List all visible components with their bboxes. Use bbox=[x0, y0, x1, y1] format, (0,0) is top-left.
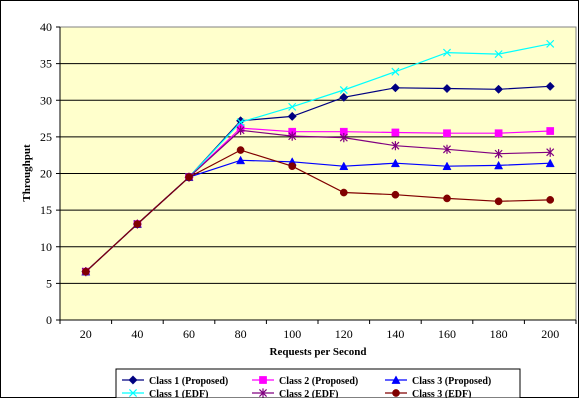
data-point bbox=[287, 111, 297, 121]
data-point bbox=[288, 102, 297, 111]
x-tick-label: 120 bbox=[335, 327, 353, 341]
data-point bbox=[494, 160, 504, 170]
data-point bbox=[546, 147, 555, 157]
data-point bbox=[442, 161, 452, 171]
data-point bbox=[339, 92, 349, 102]
data-point bbox=[391, 190, 400, 199]
data-point bbox=[236, 118, 245, 127]
legend-swatch-marker bbox=[259, 376, 267, 384]
data-point bbox=[442, 48, 452, 57]
data-point bbox=[236, 155, 246, 165]
legend-item: Class 1 (Proposed) bbox=[122, 375, 228, 387]
data-point bbox=[236, 125, 245, 135]
data-point bbox=[339, 188, 348, 197]
x-tick-label: 140 bbox=[386, 327, 404, 341]
data-point bbox=[236, 146, 245, 154]
legend-item: Class 3 (EDF) bbox=[385, 389, 471, 398]
legend: Class 1 (Proposed) Class 2 (Proposed) Clas… bbox=[115, 368, 521, 398]
legend-box bbox=[115, 368, 521, 398]
y-tick-label: 0 bbox=[46, 313, 52, 327]
y-tick-label: 30 bbox=[40, 93, 52, 107]
y-tick-label: 25 bbox=[40, 130, 52, 144]
y-tick-label: 15 bbox=[40, 203, 52, 217]
series-layer bbox=[81, 39, 555, 277]
data-point bbox=[494, 129, 503, 138]
legend-item: Class 3 (Proposed) bbox=[385, 375, 491, 387]
data-point bbox=[390, 83, 400, 93]
data-point bbox=[546, 196, 555, 204]
legend-swatch-marker bbox=[391, 375, 401, 384]
data-point bbox=[339, 133, 348, 143]
x-tick-label: 160 bbox=[438, 327, 456, 341]
legend-swatch-marker bbox=[128, 375, 138, 385]
y-tick-label: 20 bbox=[40, 167, 52, 181]
x-tick-label: 200 bbox=[541, 327, 559, 341]
x-axis-title: Requests per Second bbox=[270, 346, 367, 358]
data-point bbox=[81, 267, 90, 276]
data-point bbox=[494, 149, 503, 159]
y-tick-label: 10 bbox=[40, 240, 52, 254]
data-point bbox=[288, 162, 297, 171]
legend-label: Class 2 (Proposed) bbox=[279, 376, 358, 387]
legend-label: Class 1 (EDF) bbox=[149, 389, 208, 398]
legend-label: Class 3 (EDF) bbox=[412, 389, 471, 398]
legend-item: Class 2 (Proposed) bbox=[252, 376, 358, 387]
legend-label: Class 3 (Proposed) bbox=[412, 376, 491, 387]
data-point bbox=[391, 141, 400, 151]
data-point bbox=[443, 194, 451, 203]
y-axis-title: Throughput bbox=[21, 144, 33, 202]
data-point bbox=[339, 161, 349, 171]
data-point bbox=[546, 127, 555, 135]
legend-swatch-marker bbox=[258, 388, 268, 398]
series-line bbox=[85, 149, 551, 273]
legend-label: Class 1 (Proposed) bbox=[149, 376, 228, 387]
data-point bbox=[390, 158, 400, 168]
data-point bbox=[546, 39, 555, 48]
data-point bbox=[545, 81, 555, 91]
legend-item: Class 1 (EDF) bbox=[122, 388, 208, 398]
data-point bbox=[133, 220, 142, 228]
x-tick-label: 180 bbox=[490, 327, 508, 341]
data-point bbox=[442, 144, 452, 154]
y-tick-label: 35 bbox=[40, 57, 52, 71]
x-tick-label: 80 bbox=[235, 327, 247, 341]
data-point bbox=[185, 173, 193, 182]
data-point bbox=[494, 84, 504, 94]
data-point bbox=[391, 128, 400, 137]
data-point bbox=[494, 197, 503, 206]
data-point bbox=[339, 85, 348, 95]
legend-swatch-marker bbox=[128, 388, 138, 398]
legend-label: Class 2 (EDF) bbox=[279, 389, 338, 398]
legend-item: Class 2 (EDF) bbox=[252, 388, 338, 398]
y-tick-label: 5 bbox=[46, 276, 52, 290]
x-tick-label: 100 bbox=[283, 327, 301, 341]
data-point bbox=[443, 129, 451, 138]
legend-swatch-marker bbox=[392, 389, 400, 397]
data-point bbox=[494, 50, 503, 59]
data-point bbox=[288, 131, 297, 141]
data-point bbox=[545, 158, 555, 168]
x-tick-label: 20 bbox=[80, 327, 92, 341]
y-tick-label: 40 bbox=[40, 20, 52, 34]
x-tick-label: 60 bbox=[183, 327, 195, 341]
series-6 bbox=[81, 146, 555, 276]
data-point bbox=[391, 67, 400, 76]
data-point bbox=[442, 83, 452, 94]
x-tick-label: 40 bbox=[131, 327, 143, 341]
axes: 0 5 10 15 20 25 30 35 40 20 40 60 80 100 120 140 160 180 2… bbox=[40, 20, 577, 341]
